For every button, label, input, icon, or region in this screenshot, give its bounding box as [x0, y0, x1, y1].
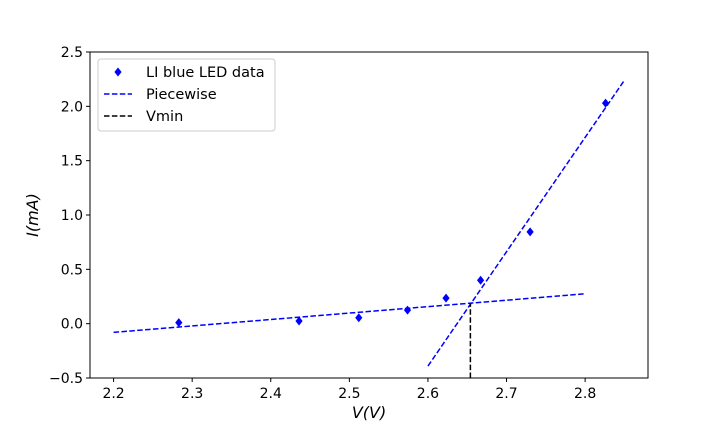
x-tick-label: 2.6 — [417, 386, 439, 402]
piecewise-segment-2 — [427, 79, 626, 367]
data-point — [295, 316, 303, 326]
plot-frame — [89, 51, 649, 379]
y-axis: −0.5 0.0 0.5 1.0 1.5 2.0 2.5 — [49, 45, 90, 387]
y-tick-label: 0.0 — [61, 317, 83, 333]
data-point — [442, 293, 450, 303]
points-layer — [175, 98, 610, 328]
lines-layer — [113, 79, 626, 378]
y-tick-label: −0.5 — [49, 371, 83, 387]
x-tick-label: 2.3 — [181, 386, 203, 402]
data-point — [403, 305, 412, 315]
data-point — [175, 318, 183, 328]
x-tick-label: 2.7 — [495, 386, 517, 402]
legend-label: LI blue LED data — [146, 65, 265, 81]
legend: LI blue LED data Piecewise Vmin — [97, 58, 276, 132]
y-tick-label: 1.0 — [61, 208, 83, 224]
x-tick-label: 2.5 — [338, 386, 360, 402]
x-tick-label: 2.8 — [574, 386, 596, 402]
y-axis-label: I(mA) — [23, 193, 42, 237]
legend-label: Piecewise — [146, 87, 217, 103]
data-point — [477, 275, 485, 285]
data-point — [601, 98, 610, 108]
legend-marker-data — [114, 67, 122, 77]
y-tick-label: 2.0 — [61, 99, 83, 115]
legend-label: Vmin — [146, 109, 183, 125]
y-tick-label: 1.5 — [61, 154, 83, 170]
x-tick-label: 2.4 — [260, 386, 282, 402]
legend-box — [97, 58, 276, 132]
data-point — [526, 227, 534, 237]
x-axis-label: V(V) — [352, 403, 386, 422]
x-axis: 2.2 2.3 2.4 2.5 2.6 2.7 2.8 — [102, 378, 596, 402]
y-tick-label: 2.5 — [61, 45, 83, 61]
data-point — [355, 313, 363, 323]
y-tick-label: 0.5 — [61, 262, 83, 278]
x-tick-label: 2.2 — [102, 386, 124, 402]
